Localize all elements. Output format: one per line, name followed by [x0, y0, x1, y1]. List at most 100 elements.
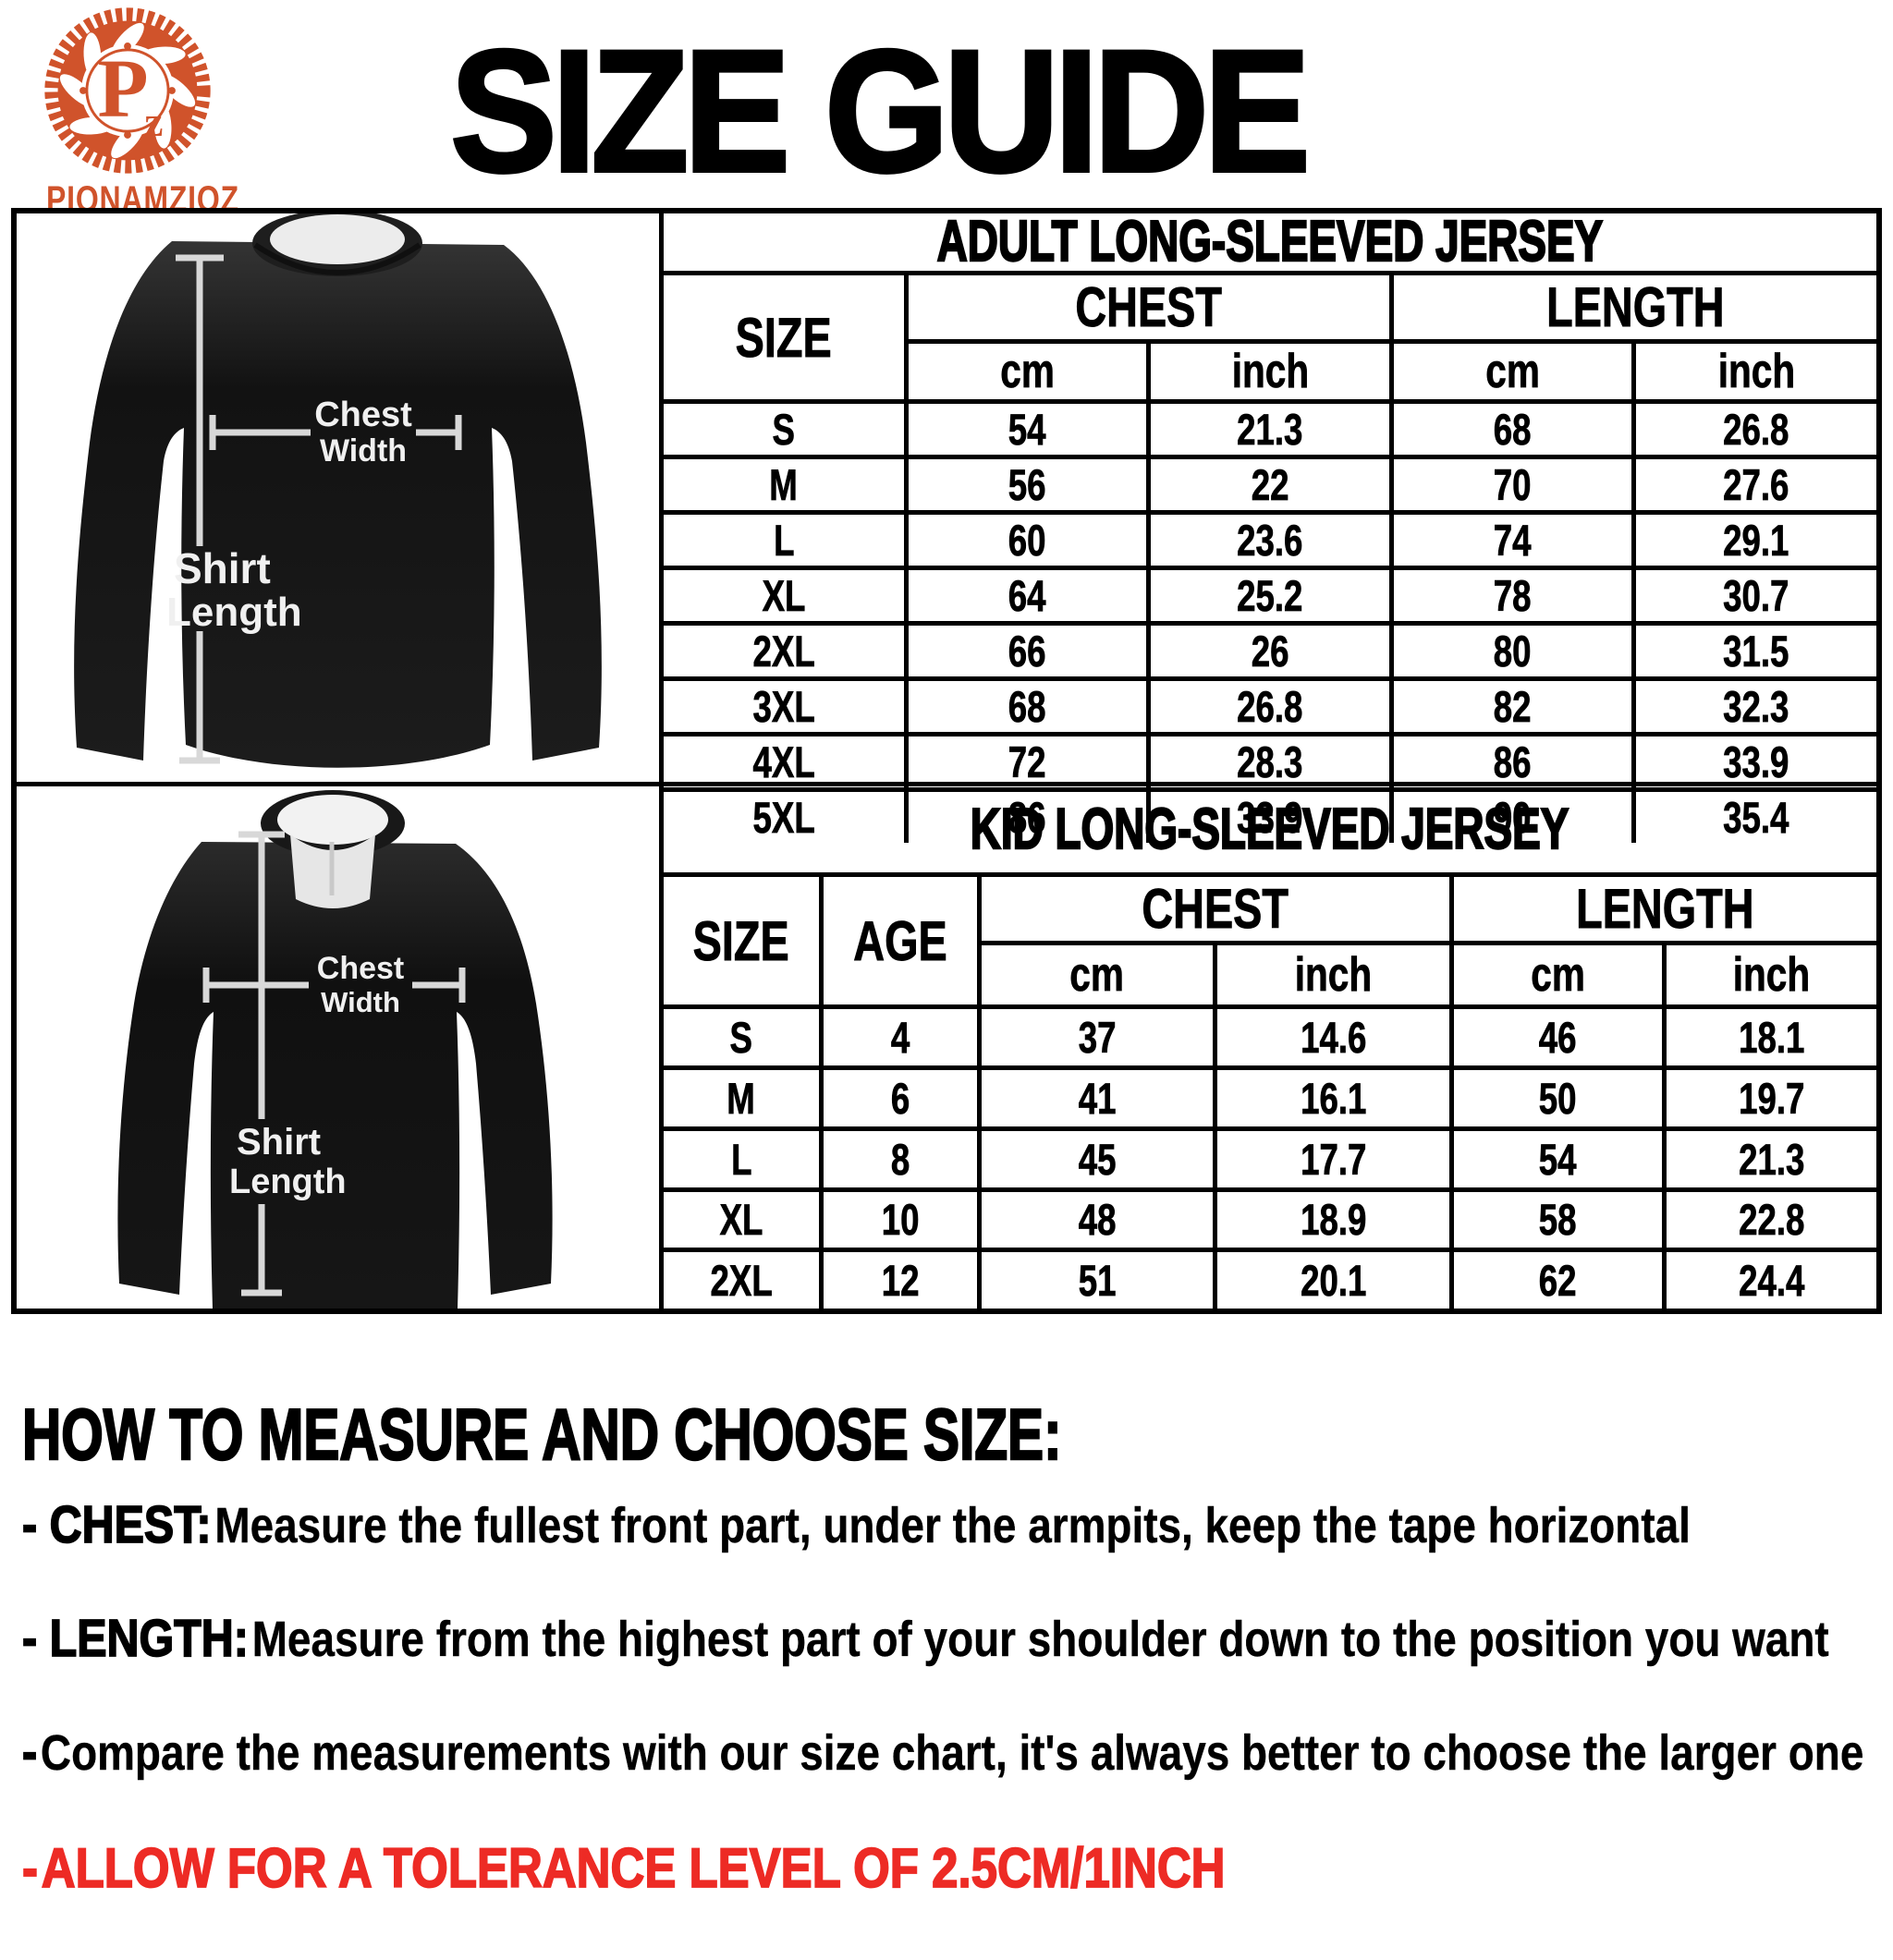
kid-chest-width-label-1: Chest — [317, 951, 404, 986]
adult-section-title: ADULT LONG-SLEEVED JERSEY — [664, 212, 1876, 275]
cell-age: 12 — [819, 1248, 982, 1309]
jersey-diagram-column: Chest Width Shirt Length — [17, 213, 664, 1309]
adult-jersey-illustration: Chest Width Shirt Length — [74, 213, 602, 768]
cell-chest-inch: 26 — [1146, 621, 1394, 681]
how-to-measure-section: HOW TO MEASURE AND CHOOSE SIZE: - CHEST:… — [21, 1396, 1871, 1960]
bullet-chest-text: Measure the fullest front part, under th… — [214, 1498, 1691, 1553]
cell-age: 8 — [819, 1126, 982, 1192]
bullet-compare-text: Compare the measurements with our size c… — [40, 1725, 1864, 1781]
cell-chest-cm: 41 — [976, 1065, 1218, 1131]
cell-length-cm: 74 — [1388, 510, 1637, 570]
bullet-compare: - Compare the measurements with our size… — [21, 1723, 1863, 1792]
adult-size-section: ADULT LONG-SLEEVED JERSEY SIZE CHEST LEN… — [664, 212, 1876, 843]
cell-chest-inch: 28.3 — [1146, 732, 1394, 792]
cell-length-cm: 62 — [1449, 1248, 1667, 1309]
logo-letter-z: z — [144, 99, 163, 145]
cell-length-inch: 35.4 — [1631, 787, 1876, 843]
cell-size: S — [664, 399, 909, 459]
adult-jersey-diagram: Chest Width Shirt Length — [17, 213, 659, 786]
size-header-cell: SIZE — [664, 275, 909, 404]
page-title: SIZE GUIDE — [449, 14, 1313, 208]
table-unit-row: cm inch cm inch — [664, 339, 1876, 404]
table-header-row: SIZE AGE CHEST LENGTH — [664, 877, 1876, 1009]
bullet-chest: - CHEST: Measure the fullest front part,… — [21, 1498, 1691, 1564]
table-row: 3XL 68 26.8 82 32.3 — [664, 676, 1876, 737]
size-chart-panel: Chest Width Shirt Length — [11, 208, 1882, 1314]
cell-length-inch: 33.9 — [1631, 732, 1876, 792]
chest-header-cell: CHEST — [903, 275, 1394, 344]
cell-length-inch: 18.1 — [1661, 1004, 1876, 1070]
cell-length-inch: 21.3 — [1661, 1126, 1876, 1192]
table-row: XL 10 48 18.9 58 22.8 — [664, 1187, 1876, 1253]
bullet-compare-label: - — [21, 1723, 38, 1782]
cell-chest-cm: 37 — [976, 1004, 1218, 1070]
length-header-cell: LENGTH — [1449, 877, 1876, 945]
size-guide-page: P z PIONAMZIOZ SIZE GUIDE — [11, 7, 1882, 1898]
cell-length-cm: 50 — [1449, 1065, 1667, 1131]
cell-size: 2XL — [664, 621, 909, 681]
table-row: S 4 37 14.6 46 18.1 — [664, 1004, 1876, 1070]
cell-length-inch: 24.4 — [1661, 1248, 1876, 1309]
adult-chest-width-label-1: Chest — [314, 396, 412, 434]
cell-length-cm: 80 — [1388, 621, 1637, 681]
table-row: 4XL 72 28.3 86 33.9 — [664, 732, 1876, 792]
cell-length-cm: 54 — [1449, 1126, 1667, 1192]
cell-length-cm: 68 — [1388, 399, 1637, 459]
cell-chest-cm: 66 — [903, 621, 1152, 681]
cell-chest-cm: 72 — [903, 732, 1152, 792]
length-header-cell: LENGTH — [1388, 275, 1876, 344]
cell-chest-cm: 51 — [976, 1248, 1218, 1309]
cell-length-cm: 70 — [1388, 455, 1637, 515]
cell-size: M — [664, 455, 909, 515]
cell-size: L — [664, 1126, 824, 1192]
cm-header-cell: cm — [1449, 941, 1667, 1009]
cell-length-inch: 29.1 — [1631, 510, 1876, 570]
cell-length-inch: 26.8 — [1631, 399, 1876, 459]
cell-chest-cm: 60 — [903, 510, 1152, 570]
cell-chest-cm: 48 — [976, 1187, 1218, 1253]
size-header-cell: SIZE — [664, 877, 824, 1009]
cell-length-inch: 31.5 — [1631, 621, 1876, 681]
cell-size: S — [664, 1004, 824, 1070]
inch-header-cell: inch — [1146, 339, 1394, 404]
cell-size: 2XL — [664, 1248, 824, 1309]
table-row: L 8 45 17.7 54 21.3 — [664, 1126, 1876, 1192]
cell-chest-inch: 25.2 — [1146, 566, 1394, 626]
cell-chest-inch: 16.1 — [1213, 1065, 1455, 1131]
bullet-length: - LENGTH: Measure from the highest part … — [21, 1612, 1829, 1678]
cell-size: M — [664, 1065, 824, 1131]
table-unit-row: cm inch cm inch — [664, 941, 1876, 1009]
adult-chest-width-label-2: Width — [320, 433, 407, 469]
cell-length-cm: 90 — [1388, 787, 1637, 843]
table-row: M 56 22 70 27.6 — [664, 455, 1876, 515]
logo-letter-p: P — [98, 42, 149, 134]
bullet-chest-label: - CHEST: — [21, 1495, 212, 1554]
bullet-tolerance-label: - — [21, 1837, 39, 1899]
inch-header-cell: inch — [1631, 339, 1876, 404]
cell-chest-inch: 33.9 — [1146, 787, 1394, 843]
tables-column: ADULT LONG-SLEEVED JERSEY SIZE CHEST LEN… — [664, 212, 1876, 1309]
cell-chest-cm: 45 — [976, 1126, 1218, 1192]
kid-jersey-diagram: Chest Width Shirt Length — [17, 786, 659, 1309]
kid-size-table: SIZE AGE CHEST LENGTH cm inch cm inch S … — [664, 877, 1876, 1309]
adult-size-table: SIZE CHEST LENGTH cm inch cm inch S 54 2… — [664, 275, 1876, 843]
cell-chest-cm: 64 — [903, 566, 1152, 626]
kid-jersey-illustration: Chest Width Shirt Length — [117, 790, 553, 1309]
inch-header-cell: inch — [1661, 941, 1876, 1009]
table-row: S 54 21.3 68 26.8 — [664, 399, 1876, 459]
kid-section-title: KID LONG-SLEEVED JERSEY — [664, 786, 1876, 877]
cell-length-cm: 86 — [1388, 732, 1637, 792]
cell-length-cm: 46 — [1449, 1004, 1667, 1070]
table-header-row: SIZE CHEST LENGTH — [664, 275, 1876, 404]
cm-header-cell: cm — [976, 941, 1218, 1009]
cell-chest-inch: 23.6 — [1146, 510, 1394, 570]
cell-size: 5XL — [664, 787, 909, 843]
adult-shirt-length-label-2: Length — [166, 590, 302, 635]
kid-shirt-length-label-2: Length — [229, 1163, 347, 1201]
cell-length-cm: 78 — [1388, 566, 1637, 626]
cell-chest-cm: 86 — [903, 787, 1152, 843]
kid-chest-width-label-2: Width — [321, 986, 400, 1018]
cell-age: 4 — [819, 1004, 982, 1070]
cell-chest-cm: 68 — [903, 676, 1152, 737]
table-row: M 6 41 16.1 50 19.7 — [664, 1065, 1876, 1131]
